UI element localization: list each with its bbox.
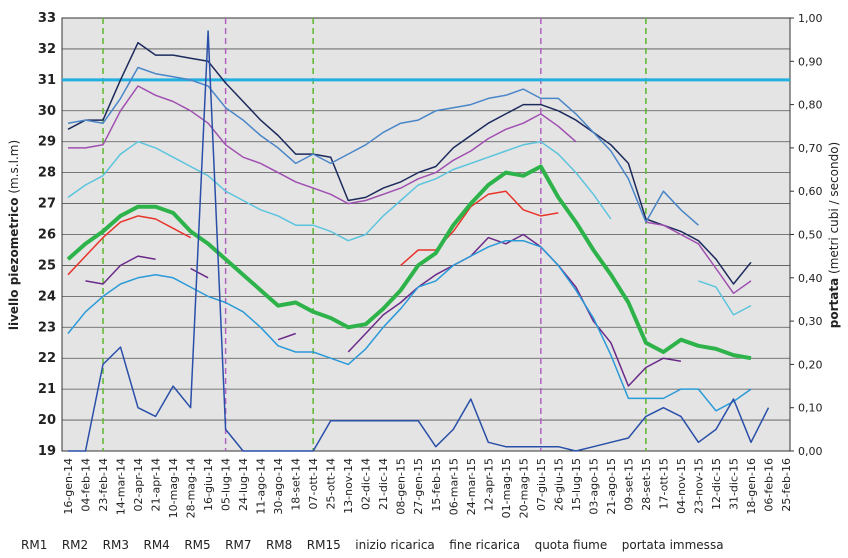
y-tick-label: 27 xyxy=(38,197,56,212)
x-tick-label: 21-dic-14 xyxy=(377,458,390,510)
x-tick-label: 16-giu-14 xyxy=(202,458,215,511)
y-tick-label: 22 xyxy=(38,351,56,366)
x-tick-label: 28-mag-14 xyxy=(185,458,198,518)
y-tick-label: 33 xyxy=(38,11,56,26)
legend-label: RM5 xyxy=(184,538,210,552)
legend-label: RM7 xyxy=(225,538,251,552)
y2-tick-label: 0,20 xyxy=(798,358,823,371)
x-tick-label: 23-feb-14 xyxy=(97,458,110,512)
y-tick-label: 23 xyxy=(38,320,56,335)
y2-tick-label: 0,50 xyxy=(798,229,823,242)
legend-label: RM2 xyxy=(62,538,88,552)
y-tick-label: 25 xyxy=(38,258,56,273)
y-tick-label: 19 xyxy=(38,444,56,459)
x-tick-label: 14-mar-14 xyxy=(115,458,128,515)
x-tick-label: 01-mag-15 xyxy=(500,458,513,518)
legend-label: RM3 xyxy=(103,538,129,552)
y-tick-label: 29 xyxy=(38,135,56,150)
x-tick-label: 12-dic-15 xyxy=(710,458,723,510)
x-tick-label: 15-feb-15 xyxy=(430,458,443,512)
x-tick-label: 15-lug-15 xyxy=(570,458,583,511)
y-axis-title: livello piezometrico (m.s.l.m) xyxy=(7,140,21,330)
x-tick-label: 23-nov-15 xyxy=(692,458,705,514)
y-tick-label: 24 xyxy=(38,289,56,304)
x-tick-label: 18-gen-16 xyxy=(745,458,758,515)
x-tick-label: 10-mag-14 xyxy=(167,458,180,518)
y-tick-label: 32 xyxy=(38,42,56,57)
series-line xyxy=(67,66,699,226)
y2-tick-label: 1,00 xyxy=(798,12,823,25)
x-tick-label: 03-ago-15 xyxy=(587,458,600,515)
x-tick-label: 30-ago-14 xyxy=(272,458,285,515)
series-line xyxy=(67,41,752,285)
y-axis-title-main: livello piezometrico xyxy=(7,197,21,330)
y-tick-label: 30 xyxy=(38,104,56,119)
x-tick-label: 24-mar-15 xyxy=(465,458,478,515)
legend-label: fine ricarica xyxy=(449,538,520,552)
y-tick-label: 21 xyxy=(38,382,56,397)
plot-border xyxy=(61,17,791,452)
x-tick-label: 28-set-15 xyxy=(640,458,653,511)
x-tick-label: 31-dic-15 xyxy=(727,458,740,510)
legend-label: inizio ricarica xyxy=(355,538,435,552)
x-tick-label: 18-set-14 xyxy=(290,458,303,511)
x-tick-label: 13-nov-14 xyxy=(342,458,355,514)
y2-axis-title-main: portata xyxy=(827,278,841,328)
legend-label: portata immessa xyxy=(622,538,724,552)
x-tick-label: 06-mar-15 xyxy=(447,458,460,515)
x-tick-label: 07-ott-14 xyxy=(307,458,320,510)
legend-label: quota fiume xyxy=(535,538,608,552)
x-tick-label: 20-mag-15 xyxy=(517,458,530,518)
x-tick-label: 17-ott-15 xyxy=(657,458,670,510)
y-axis-title-unit: (m.s.l.m) xyxy=(7,140,21,194)
series-line xyxy=(66,164,752,361)
series-line xyxy=(85,233,682,387)
y2-tick-label: 0,90 xyxy=(798,55,823,68)
y2-tick-label: 0,30 xyxy=(798,315,823,328)
x-tick-label: 05-lug-14 xyxy=(220,458,233,511)
series-line xyxy=(67,190,559,276)
x-tick-label: 25-feb-16 xyxy=(780,458,793,512)
legend-label: RM8 xyxy=(266,538,292,552)
legend-label: RM1 xyxy=(21,538,47,552)
series-line xyxy=(68,85,752,295)
x-tick-label: 21-ago-15 xyxy=(605,458,618,515)
legend-label: RM4 xyxy=(143,538,169,552)
y2-tick-label: 0,40 xyxy=(798,272,823,285)
x-tick-label: 08-gen-15 xyxy=(395,458,408,515)
y2-tick-label: 0,80 xyxy=(798,99,823,112)
y2-tick-label: 0,60 xyxy=(798,185,823,198)
series-line xyxy=(67,239,752,412)
y-tick-label: 26 xyxy=(38,228,56,243)
x-tick-label: 02-dic-14 xyxy=(360,458,373,510)
x-tick-label: 06-feb-16 xyxy=(762,458,775,512)
y-tick-label: 28 xyxy=(38,166,56,181)
x-tick-label: 25-ott-14 xyxy=(325,458,338,510)
x-tick-label: 12-apr-15 xyxy=(482,458,495,511)
series-line xyxy=(67,140,752,316)
x-tick-label: 26-giu-15 xyxy=(552,458,565,511)
x-tick-label: 16-gen-14 xyxy=(62,458,75,515)
y2-axis-title: portata (metri cubi / secondo) xyxy=(827,142,841,328)
y-tick-label: 31 xyxy=(38,73,56,88)
x-tick-label: 04-feb-14 xyxy=(80,458,93,512)
y-tick-label: 20 xyxy=(38,413,56,428)
y2-tick-label: 0,10 xyxy=(798,402,823,415)
x-tick-label: 04-nov-15 xyxy=(675,458,688,514)
x-tick-label: 21-apr-14 xyxy=(150,458,163,511)
y2-tick-label: 0,00 xyxy=(798,445,823,458)
x-tick-label: 27-gen-15 xyxy=(412,458,425,515)
y2-axis-title-unit: (metri cubi / secondo) xyxy=(827,142,841,274)
x-tick-label: 24-lug-14 xyxy=(237,458,250,511)
x-tick-label: 11-ago-14 xyxy=(255,458,268,515)
y2-tick-label: 0,70 xyxy=(798,142,823,155)
x-tick-label: 02-apr-14 xyxy=(132,458,145,511)
x-tick-label: 09-set-15 xyxy=(622,458,635,511)
series-line xyxy=(68,30,770,452)
x-tick-label: 07-giu-15 xyxy=(535,458,548,511)
legend-label: RM15 xyxy=(307,538,341,552)
